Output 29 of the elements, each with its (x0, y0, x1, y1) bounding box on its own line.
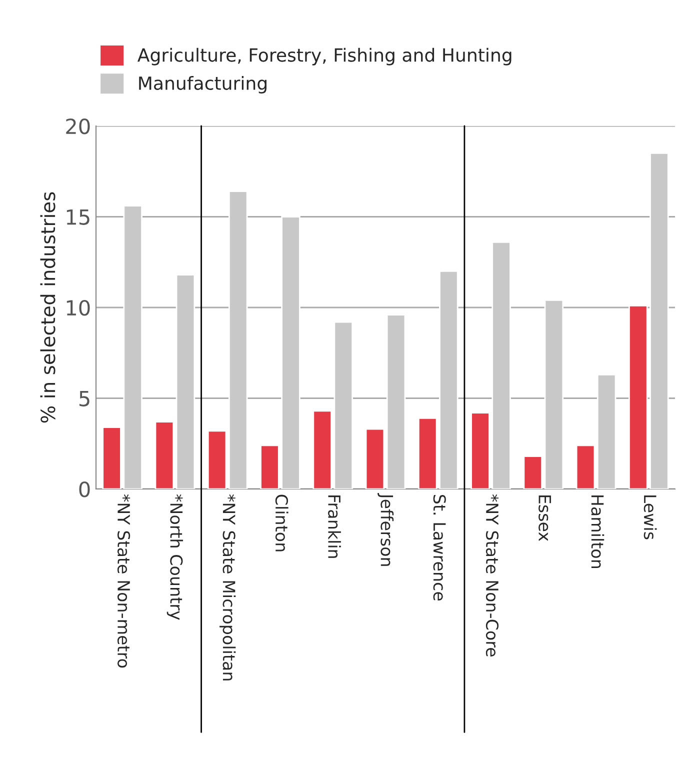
bar (596, 374, 616, 489)
x-tick-label: St. Lawrence (433, 494, 446, 601)
y-tick-label: 0 (79, 481, 90, 498)
x-tick-label: Jefferson (378, 493, 394, 566)
y-tick-label: 5 (79, 390, 90, 406)
x-tick-label: Essex (538, 495, 551, 542)
legend-label: Manufacturing (139, 76, 266, 94)
bar (154, 421, 174, 489)
x-tick-label: Hamilton (591, 495, 604, 568)
y-tick-label: 10 (66, 300, 90, 316)
bar (228, 190, 248, 489)
y-tick-label: 20 (66, 118, 90, 134)
x-tick-label: Clinton (275, 494, 288, 552)
bar (386, 314, 406, 489)
bar (176, 274, 196, 489)
legend-label: Agriculture, Forestry, Fishing and Hunting (138, 48, 512, 66)
x-tick-label: Lewis (644, 495, 657, 540)
bar (544, 300, 564, 489)
x-tick-label: *NY State Non-metro (117, 494, 130, 668)
x-tick-label: *North Country (166, 494, 184, 620)
bar (365, 428, 385, 489)
bar (523, 456, 543, 489)
x-tick-label: Franklin (328, 495, 341, 558)
y-axis-title: % in selected industries (40, 192, 56, 423)
y-tick-label: 15 (66, 209, 90, 225)
bar (207, 430, 227, 489)
x-tick-label: *NY State Micropolitan (220, 494, 236, 680)
x-tick-label: *NY State Non-Core (486, 494, 499, 656)
bar (576, 444, 596, 489)
